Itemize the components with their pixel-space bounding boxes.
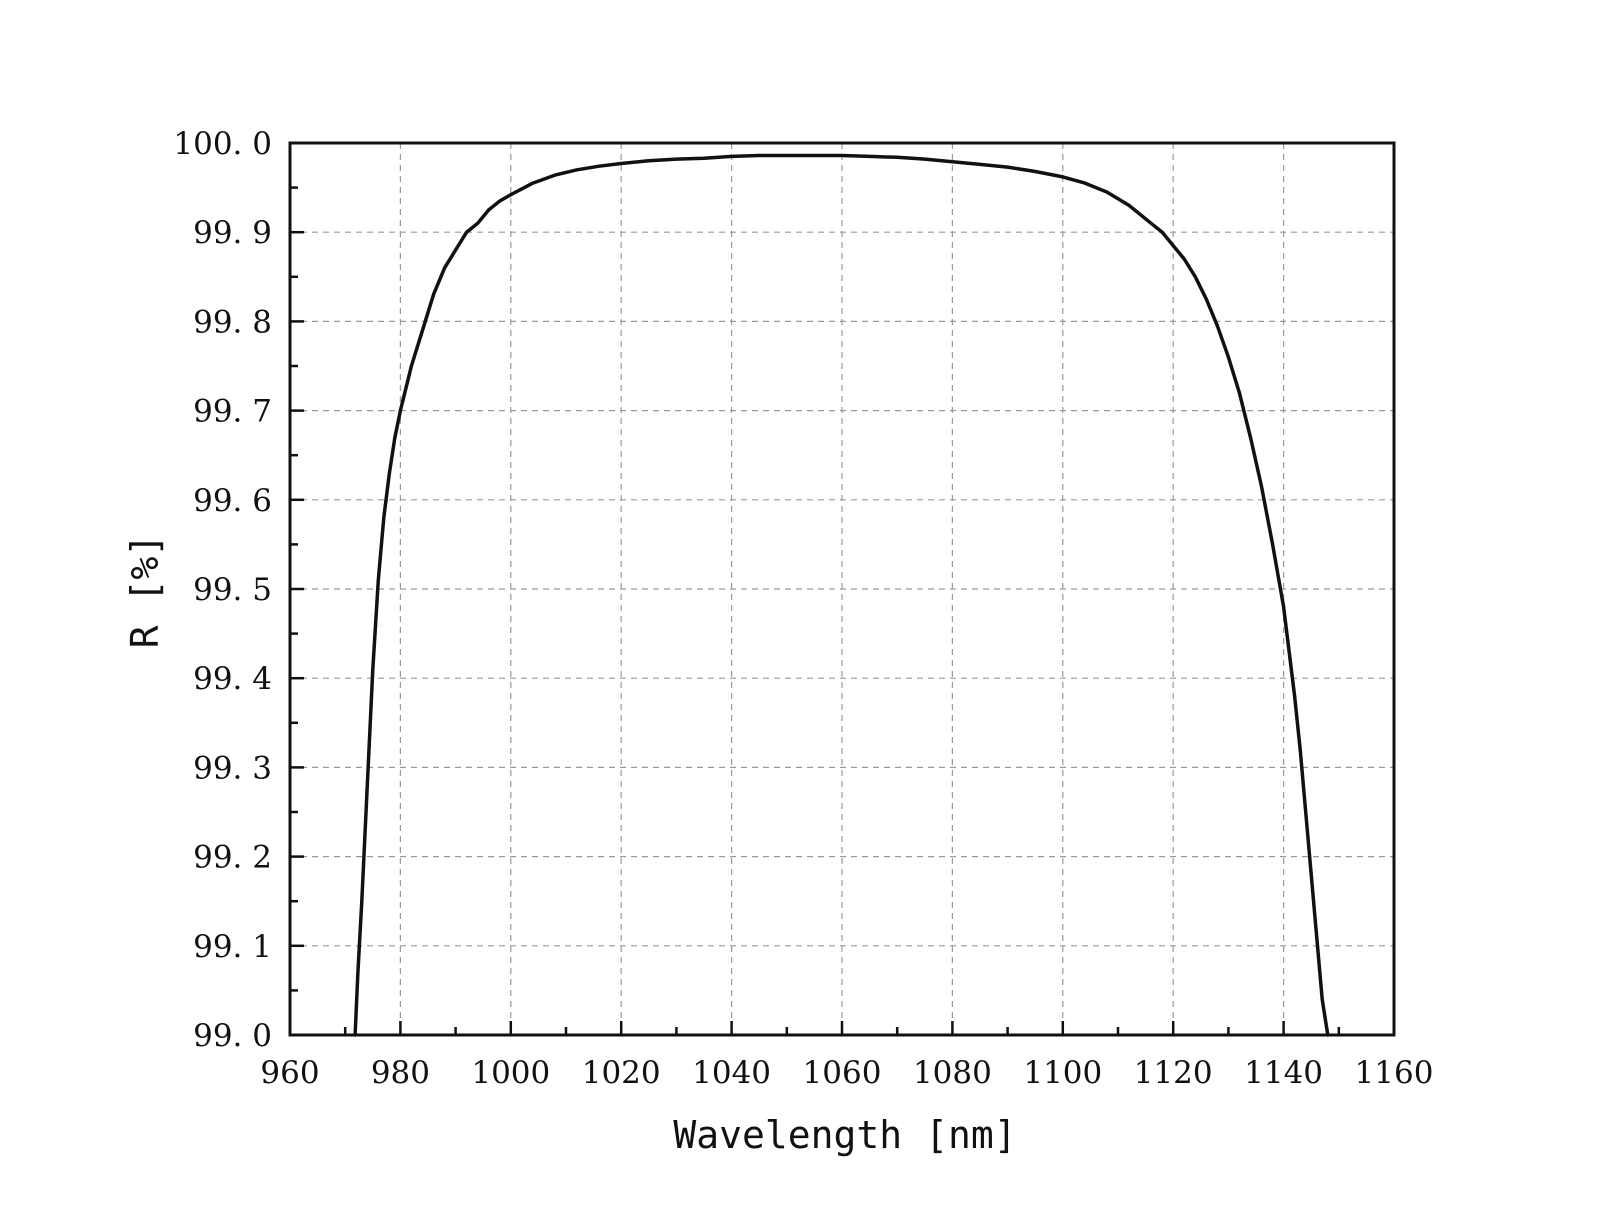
y-tick-label: 99. 9: [193, 215, 272, 251]
x-tick-label: 1160: [1355, 1055, 1434, 1091]
x-tick-label: 980: [371, 1055, 430, 1091]
y-tick-label: 99. 2: [193, 840, 272, 876]
x-tick-label: 1060: [803, 1055, 882, 1091]
y-tick-label: 99. 8: [193, 304, 272, 340]
y-tick-label: 100. 0: [173, 126, 272, 162]
x-tick-label: 1080: [913, 1055, 992, 1091]
grid: [290, 143, 1394, 1035]
x-tick-label: 1140: [1244, 1055, 1323, 1091]
x-tick-label: 1120: [1134, 1055, 1213, 1091]
axis-ticks: [288, 141, 1396, 1037]
y-tick-label: 99. 5: [193, 572, 272, 608]
y-tick-label: 99. 7: [193, 394, 272, 430]
x-tick-label: 1040: [692, 1055, 771, 1091]
y-tick-label: 99. 4: [193, 661, 272, 697]
x-tick-labels: 960 980 1000 1020 1040 1060 1080 1100 1120 1140 11…: [260, 1055, 1433, 1091]
y-tick-label: 99. 6: [193, 483, 272, 519]
y-axis-title: R [%]: [123, 534, 167, 648]
x-tick-label: 960: [260, 1055, 319, 1091]
y-tick-label: 99. 1: [193, 929, 272, 965]
x-axis-title: Wavelength [nm]: [673, 1113, 1016, 1157]
y-tick-label: 99. 0: [193, 1018, 272, 1054]
x-tick-label: 1000: [471, 1055, 550, 1091]
x-tick-label: 1100: [1023, 1055, 1102, 1091]
x-tick-label: 1020: [582, 1055, 661, 1091]
y-tick-label: 99. 3: [193, 750, 272, 786]
y-tick-labels: 99. 0 99. 1 99. 2 99. 3 99. 4 99. 5 99. 6 99. 7…: [173, 126, 272, 1054]
reflectance-curve: [353, 153, 1330, 1037]
plot-frame: [288, 141, 1396, 1037]
